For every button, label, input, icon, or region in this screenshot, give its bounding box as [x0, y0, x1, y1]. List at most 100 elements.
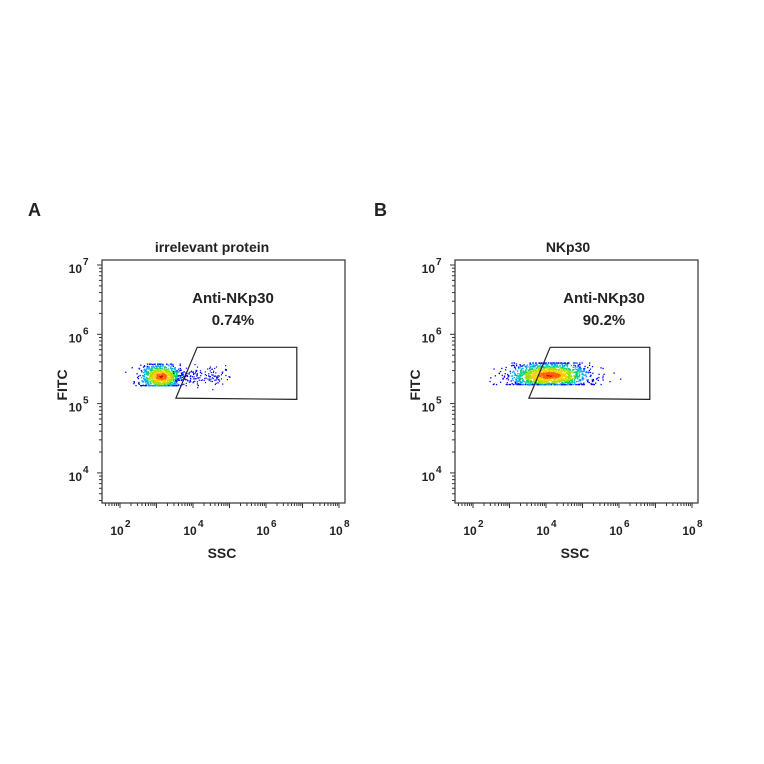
data-point: [179, 364, 181, 367]
data-point: [169, 383, 172, 385]
data-point: [544, 374, 547, 376]
data-point: [193, 376, 195, 378]
data-point: [551, 377, 553, 379]
data-point: [539, 364, 542, 366]
data-point: [540, 380, 542, 382]
data-point: [546, 382, 548, 384]
data-point: [225, 369, 227, 371]
data-point: [572, 372, 574, 374]
data-point: [170, 366, 172, 368]
data-point: [592, 380, 595, 382]
data-point: [527, 382, 529, 384]
data-point: [538, 377, 540, 379]
y-tick-label: 10: [422, 470, 436, 484]
data-point: [559, 376, 562, 378]
data-point: [516, 383, 518, 386]
data-point: [565, 368, 568, 370]
data-point: [159, 384, 161, 386]
data-point: [513, 366, 516, 369]
data-point: [524, 373, 527, 375]
data-point: [567, 375, 569, 377]
data-point: [528, 371, 530, 373]
data-point: [154, 374, 156, 376]
data-point: [152, 381, 154, 383]
data-point: [147, 377, 149, 379]
data-point: [169, 379, 171, 381]
data-point: [545, 372, 547, 374]
data-point: [145, 376, 147, 378]
data-point: [526, 383, 528, 386]
data-point: [507, 377, 509, 379]
gate-name: Anti-NKp30: [192, 290, 274, 307]
data-point: [166, 373, 168, 376]
y-tick-label: 10: [69, 331, 83, 345]
data-point: [529, 366, 531, 368]
data-point: [556, 371, 558, 374]
data-point: [552, 364, 554, 366]
data-point: [563, 380, 565, 382]
data-point: [536, 375, 538, 377]
data-point: [151, 375, 153, 378]
data-point: [536, 364, 538, 366]
data-point: [156, 368, 159, 370]
gate-percent: 90.2%: [583, 312, 626, 329]
data-point: [166, 363, 168, 365]
data-point: [539, 366, 541, 368]
data-point: [522, 383, 524, 386]
data-point: [176, 383, 179, 385]
data-point: [553, 379, 555, 381]
data-point: [145, 383, 147, 386]
data-point: [163, 373, 165, 375]
data-point: [568, 376, 570, 378]
data-point: [161, 370, 163, 372]
data-point: [550, 366, 552, 368]
data-point: [501, 374, 503, 377]
data-point: [564, 383, 566, 386]
data-point: [540, 363, 542, 365]
data-point: [525, 373, 528, 376]
data-point: [514, 383, 517, 385]
data-point: [200, 375, 202, 377]
data-point: [583, 369, 585, 372]
x-tick-label: 10: [256, 524, 270, 538]
data-point: [170, 380, 172, 382]
data-point: [554, 368, 556, 370]
data-point: [164, 366, 166, 368]
data-point: [153, 381, 155, 383]
data-point: [577, 364, 579, 366]
data-point: [156, 383, 158, 385]
data-point: [575, 372, 577, 374]
data-point: [527, 373, 530, 375]
data-point: [180, 377, 182, 379]
data-point: [555, 380, 557, 383]
data-point: [587, 372, 589, 374]
data-point: [523, 364, 525, 366]
data-point: [546, 379, 549, 381]
data-point: [567, 373, 569, 375]
data-point: [569, 373, 571, 375]
data-point: [549, 375, 551, 377]
data-point: [600, 367, 602, 369]
data-point: [554, 367, 556, 369]
data-point: [591, 366, 594, 368]
data-point: [515, 379, 518, 382]
data-point: [538, 379, 540, 381]
data-point: [520, 368, 522, 371]
data-point: [131, 367, 133, 369]
data-point: [153, 371, 155, 373]
data-point: [530, 372, 532, 374]
data-point: [163, 385, 165, 387]
data-point: [567, 371, 569, 373]
data-point: [573, 375, 575, 377]
data-point: [533, 371, 536, 374]
data-point: [520, 371, 522, 373]
data-point: [176, 378, 178, 380]
data-point: [561, 373, 563, 376]
data-point: [205, 374, 207, 377]
data-point: [532, 383, 534, 385]
data-point: [532, 364, 534, 366]
data-point: [225, 374, 227, 377]
data-point: [167, 372, 169, 375]
data-point: [138, 383, 140, 385]
data-point: [143, 385, 145, 387]
